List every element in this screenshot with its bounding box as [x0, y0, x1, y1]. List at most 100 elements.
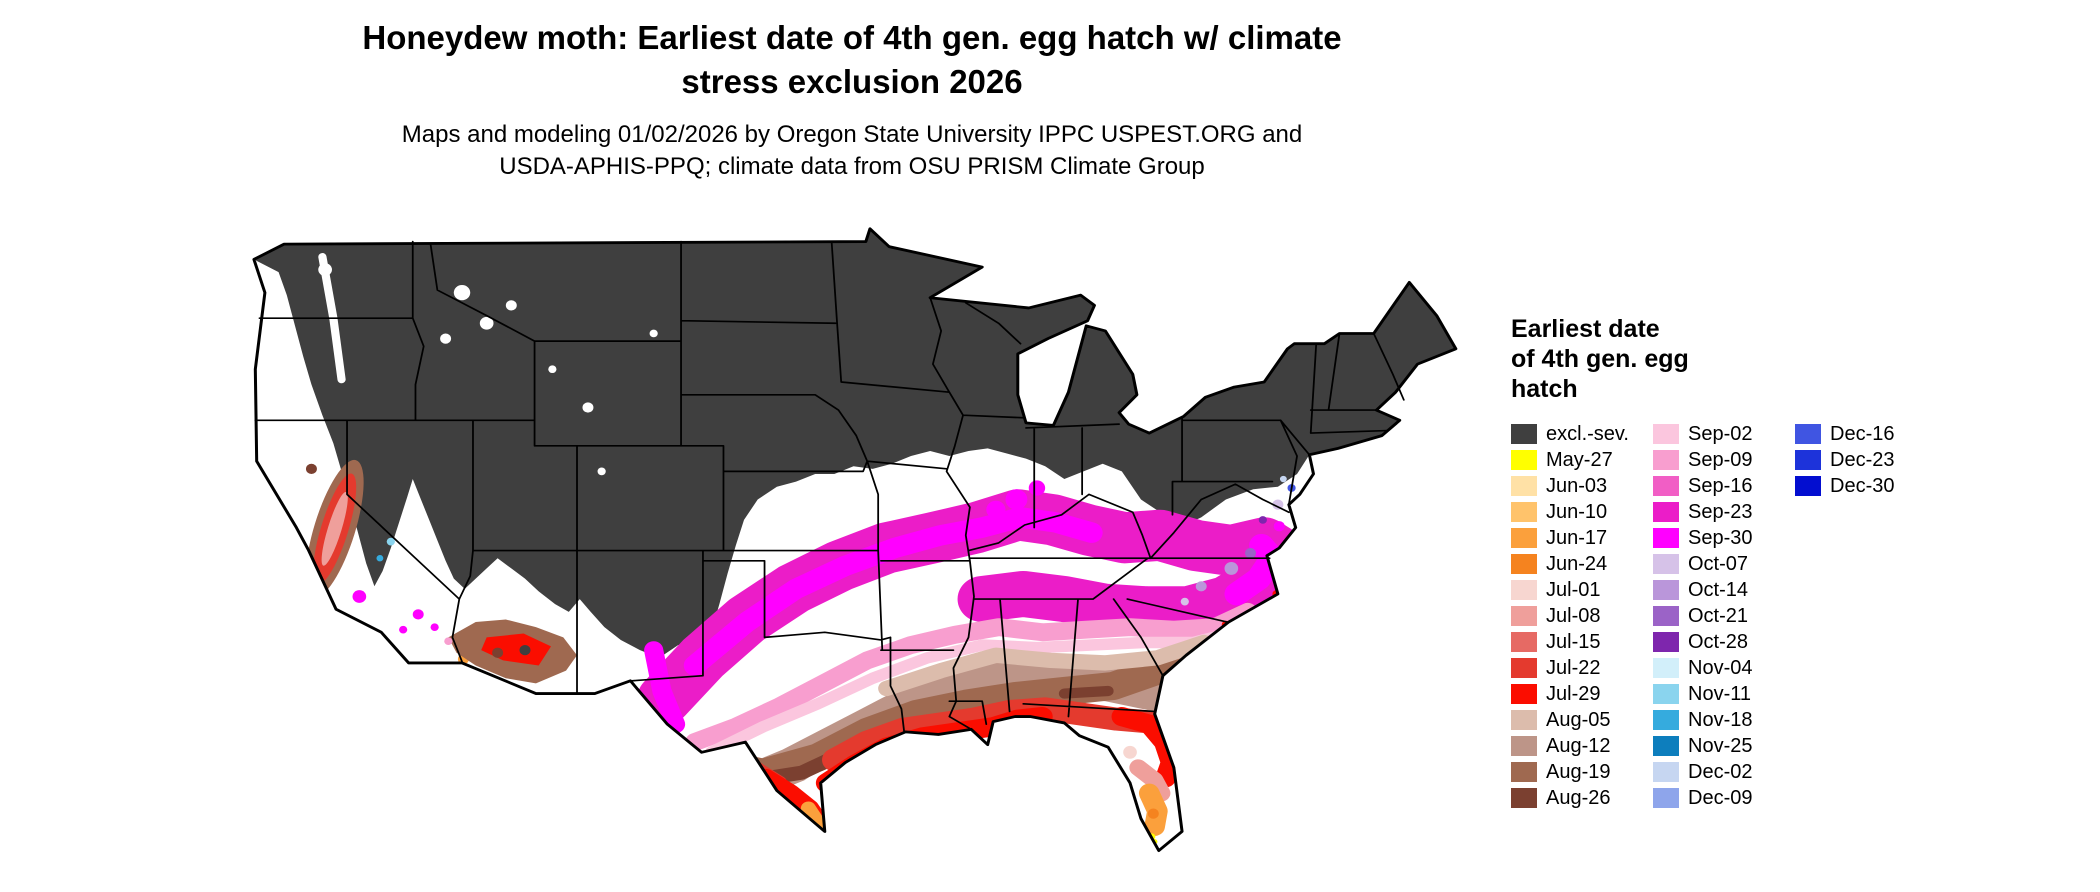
legend-swatch	[1511, 606, 1537, 626]
legend-item: Dec-23	[1795, 447, 1937, 473]
map-subtitle-line-1: Maps and modeling 01/02/2026 by Oregon S…	[401, 121, 1303, 149]
legend-label: Dec-09	[1688, 786, 1753, 809]
map-patch-sep09-socal	[444, 637, 453, 646]
legend-label: Dec-16	[1830, 422, 1895, 445]
map-band-sep02	[705, 626, 1241, 759]
map-subtitle-line-2: USDA-APHIS-PPQ; climate data from OSU PR…	[499, 153, 1205, 181]
legend-item: May-27	[1511, 447, 1653, 473]
legend-columns: excl.-sev. May-27 Jun-03 Jun-10 Jun-17 J…	[1511, 421, 1937, 811]
legend-label: Oct-14	[1688, 578, 1749, 601]
legend-swatch	[1511, 424, 1537, 444]
map-patch-aug26-arizona	[492, 647, 504, 658]
legend-label: Nov-04	[1688, 656, 1753, 679]
legend-item: Dec-09	[1653, 785, 1795, 811]
legend-label: Oct-21	[1688, 604, 1749, 627]
legend-swatch	[1653, 632, 1679, 652]
map-patch-oct28-dots	[1258, 516, 1267, 524]
legend-swatch	[1511, 788, 1537, 808]
map-band-jun17	[800, 783, 1168, 836]
legend-column-1: excl.-sev. May-27 Jun-03 Jun-10 Jun-17 J…	[1511, 421, 1653, 811]
legend-label: Jul-15	[1546, 630, 1601, 653]
legend-title-line-2: of 4th gen. egg	[1511, 345, 1689, 373]
legend-swatch	[1511, 554, 1537, 574]
legend-item: Oct-21	[1653, 603, 1795, 629]
legend-title: Earliest date of 4th gen. egg hatch	[1511, 314, 1937, 404]
legend-swatch	[1653, 736, 1679, 756]
legend-swatch	[1795, 424, 1821, 444]
map-patch-oct14-dots	[1195, 562, 1239, 592]
legend-title-line-1: Earliest date	[1511, 315, 1660, 343]
legend-swatch	[1511, 632, 1537, 652]
legend-item: Jul-15	[1511, 629, 1653, 655]
legend-label: Jul-29	[1546, 682, 1601, 705]
legend-item: Oct-14	[1653, 577, 1795, 603]
map-patch-sep30-dots	[352, 480, 1285, 634]
legend-swatch	[1511, 762, 1537, 782]
legend-swatch	[1511, 476, 1537, 496]
legend-item: Aug-19	[1511, 759, 1653, 785]
legend-item: Oct-07	[1653, 551, 1795, 577]
us-pest-map	[243, 216, 1475, 880]
map-patch-jun24-dots	[1147, 808, 1159, 819]
legend-label: Jun-24	[1546, 552, 1608, 575]
legend-item: Aug-26	[1511, 785, 1653, 811]
map-central-valley-core	[321, 491, 348, 566]
legend-item: Nov-04	[1653, 655, 1795, 681]
map-title: Honeydew moth: Earliest date of 4th gen.…	[0, 16, 1704, 103]
legend-item: Jun-10	[1511, 499, 1653, 525]
legend-label: Dec-02	[1688, 760, 1753, 783]
legend-label: Sep-02	[1688, 422, 1753, 445]
legend-label: Sep-09	[1688, 448, 1753, 471]
legend-item: Aug-12	[1511, 733, 1653, 759]
legend-item: Jun-24	[1511, 551, 1653, 577]
legend-swatch	[1511, 710, 1537, 730]
map-patch-oct21-dots	[1245, 548, 1256, 559]
map-patch-gray-arizona	[519, 645, 531, 656]
legend-label: Jul-01	[1546, 578, 1601, 601]
legend-item: Sep-23	[1653, 499, 1795, 525]
legend-item: Dec-30	[1795, 473, 1937, 499]
legend-item: Oct-28	[1653, 629, 1795, 655]
legend-item: Jul-08	[1511, 603, 1653, 629]
legend-swatch	[1511, 450, 1537, 470]
map-patch-dec02-dots	[1279, 475, 1287, 483]
legend-swatch	[1653, 476, 1679, 496]
legend-swatch	[1511, 684, 1537, 704]
legend-swatch	[1795, 450, 1821, 470]
legend-label: Oct-07	[1688, 552, 1749, 575]
legend-swatch	[1653, 554, 1679, 574]
legend-item: Jun-17	[1511, 525, 1653, 551]
map-patch-nov18-dots	[376, 555, 384, 562]
legend-swatch	[1653, 710, 1679, 730]
legend-item: Jun-03	[1511, 473, 1653, 499]
us-outline	[252, 227, 1458, 853]
legend-label: Dec-23	[1830, 448, 1895, 471]
legend-label: May-27	[1546, 448, 1613, 471]
legend-swatch	[1511, 658, 1537, 678]
legend-item: Nov-18	[1653, 707, 1795, 733]
legend-column-2: Sep-02 Sep-09 Sep-16 Sep-23 Sep-30 Oct-0…	[1653, 421, 1795, 811]
legend-item: Nov-25	[1653, 733, 1795, 759]
legend-label: Sep-16	[1688, 474, 1753, 497]
legend-item: Dec-16	[1795, 421, 1937, 447]
legend-item: Sep-02	[1653, 421, 1795, 447]
title-block: Honeydew moth: Earliest date of 4th gen.…	[0, 16, 1704, 184]
map-title-line-2: stress exclusion 2026	[681, 62, 1023, 100]
legend: Earliest date of 4th gen. egg hatch excl…	[1511, 314, 1937, 811]
map-subtitle: Maps and modeling 01/02/2026 by Oregon S…	[0, 119, 1704, 184]
legend-swatch	[1653, 762, 1679, 782]
legend-item: Jul-22	[1511, 655, 1653, 681]
legend-label: Dec-30	[1830, 474, 1895, 497]
legend-label: Jun-10	[1546, 500, 1608, 523]
legend-label: Aug-05	[1546, 708, 1611, 731]
legend-item: Dec-02	[1653, 759, 1795, 785]
legend-item: Nov-11	[1653, 681, 1795, 707]
legend-label: Nov-18	[1688, 708, 1753, 731]
legend-column-3: Dec-16 Dec-23 Dec-30	[1795, 421, 1937, 811]
legend-item: excl.-sev.	[1511, 421, 1653, 447]
legend-item: Sep-30	[1653, 525, 1795, 551]
legend-label: Aug-26	[1546, 786, 1611, 809]
legend-swatch	[1653, 502, 1679, 522]
map-title-line-1: Honeydew moth: Earliest date of 4th gen.…	[362, 19, 1342, 56]
